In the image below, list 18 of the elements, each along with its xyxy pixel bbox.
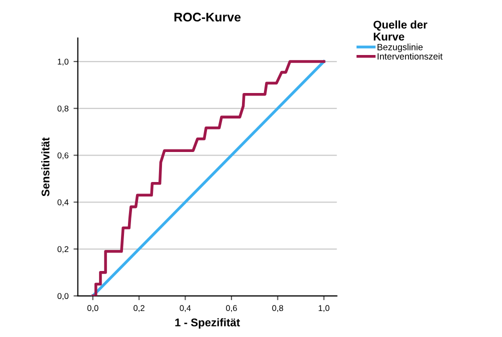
x-tick-label: 1,0 — [318, 305, 330, 312]
chart-title: ROC-Kurve — [174, 12, 241, 22]
y-tick-label: 1,0 — [58, 58, 68, 66]
y-tick-label: 0,8 — [58, 106, 68, 112]
x-tick-label: 0,8 — [272, 305, 284, 312]
legend-label: Bezugslinie — [378, 44, 423, 52]
y-axis-title: Sensitivität — [41, 137, 50, 196]
legend-label: Interventionszeit — [378, 52, 443, 60]
x-tick-label: 0,6 — [226, 305, 237, 312]
legend-title: Quelle der Kurve — [374, 20, 428, 41]
y-tick-label: 0,4 — [58, 199, 69, 206]
y-tick-label: 0,2 — [58, 246, 68, 254]
x-axis-title: 1 - Spezifität — [175, 318, 240, 329]
x-tick-label: 0,0 — [87, 305, 98, 312]
y-tick-label: 0,0 — [58, 293, 68, 300]
x-tick-label: 0,2 — [134, 305, 144, 312]
x-tick-label: 0,4 — [180, 305, 191, 312]
y-tick-label: 0,6 — [58, 152, 68, 160]
